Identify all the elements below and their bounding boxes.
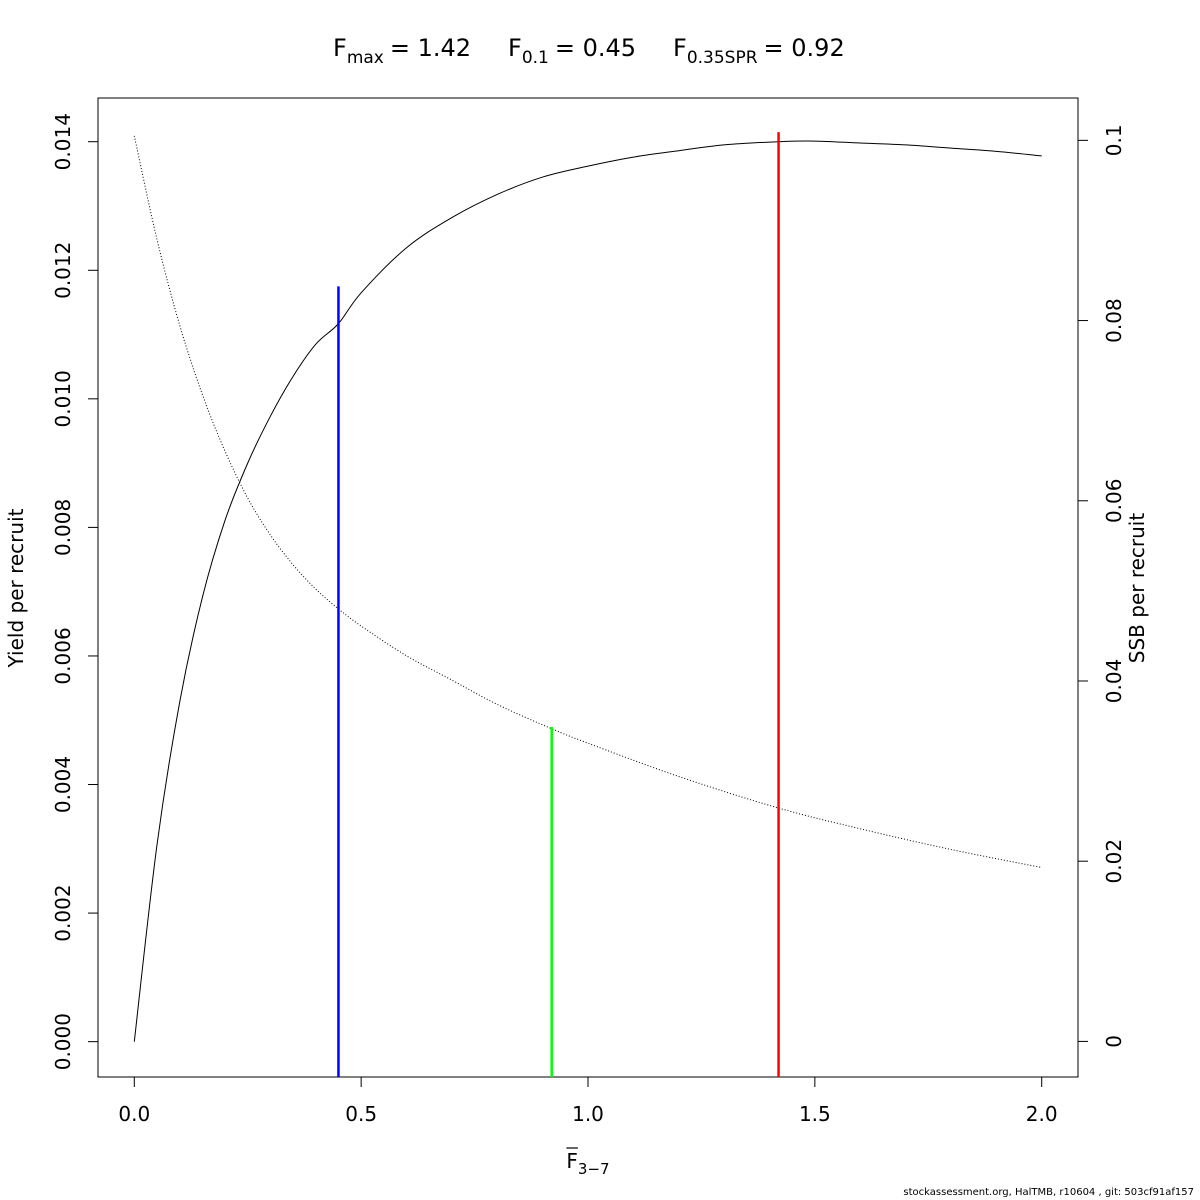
curves [133, 135, 1042, 1042]
f01-label: F0.1 = 0.45 [508, 34, 636, 68]
x-axis-label: F3−7 [566, 1149, 609, 1178]
reference-lines [337, 132, 780, 1077]
y-left-tick-label: 0.000 [51, 1013, 75, 1070]
fmax-label: Fmax = 1.42 [333, 34, 471, 68]
axes: 0.0 0.5 1.0 1.5 2.0 0.000 0.002 0.004 0.006 0.008… [51, 113, 1126, 1126]
x-tick-label: 0.0 [118, 1102, 150, 1126]
ssb-per-recruit-line [133, 135, 1042, 868]
plot-frame [97, 97, 1079, 1078]
y-left-tick-label: 0.008 [51, 499, 75, 556]
y-right-tick-label: 0.02 [1102, 839, 1126, 884]
footer-credit: stockassessment.org, HalTMB, r10604 , gi… [903, 1187, 1194, 1198]
y-right-tick-label: 0.1 [1102, 124, 1126, 156]
x-tick-label: 1.5 [799, 1102, 831, 1126]
y-left-tick-label: 0.014 [51, 113, 75, 170]
y-left-tick-label: 0.002 [51, 884, 75, 941]
y-left-tick-label: 0.012 [51, 242, 75, 299]
y-right-tick-label: 0.08 [1102, 298, 1126, 343]
yield-per-recruit-line [133, 140, 1042, 1042]
y-left-tick-label: 0.004 [51, 756, 75, 813]
chart-title: Fmax = 1.42 F0.1 = 0.45 F0.35SPR = 0.92 [333, 34, 845, 68]
x-tick-label: 0.5 [345, 1102, 377, 1126]
y-left-tick-label: 0.006 [51, 627, 75, 684]
fspr-label: F0.35SPR = 0.92 [673, 34, 845, 68]
x-tick-label: 2.0 [1026, 1102, 1058, 1126]
y-left-tick-label: 0.010 [51, 370, 75, 427]
y-axis-right-label: SSB per recruit [1125, 513, 1149, 664]
y-right-tick-label: 0 [1102, 1035, 1126, 1048]
y-right-tick-label: 0.04 [1102, 659, 1126, 704]
x-tick-label: 1.0 [572, 1102, 604, 1126]
y-axis-left-label: Yield per recruit [4, 508, 28, 668]
y-right-tick-label: 0.06 [1102, 479, 1126, 524]
